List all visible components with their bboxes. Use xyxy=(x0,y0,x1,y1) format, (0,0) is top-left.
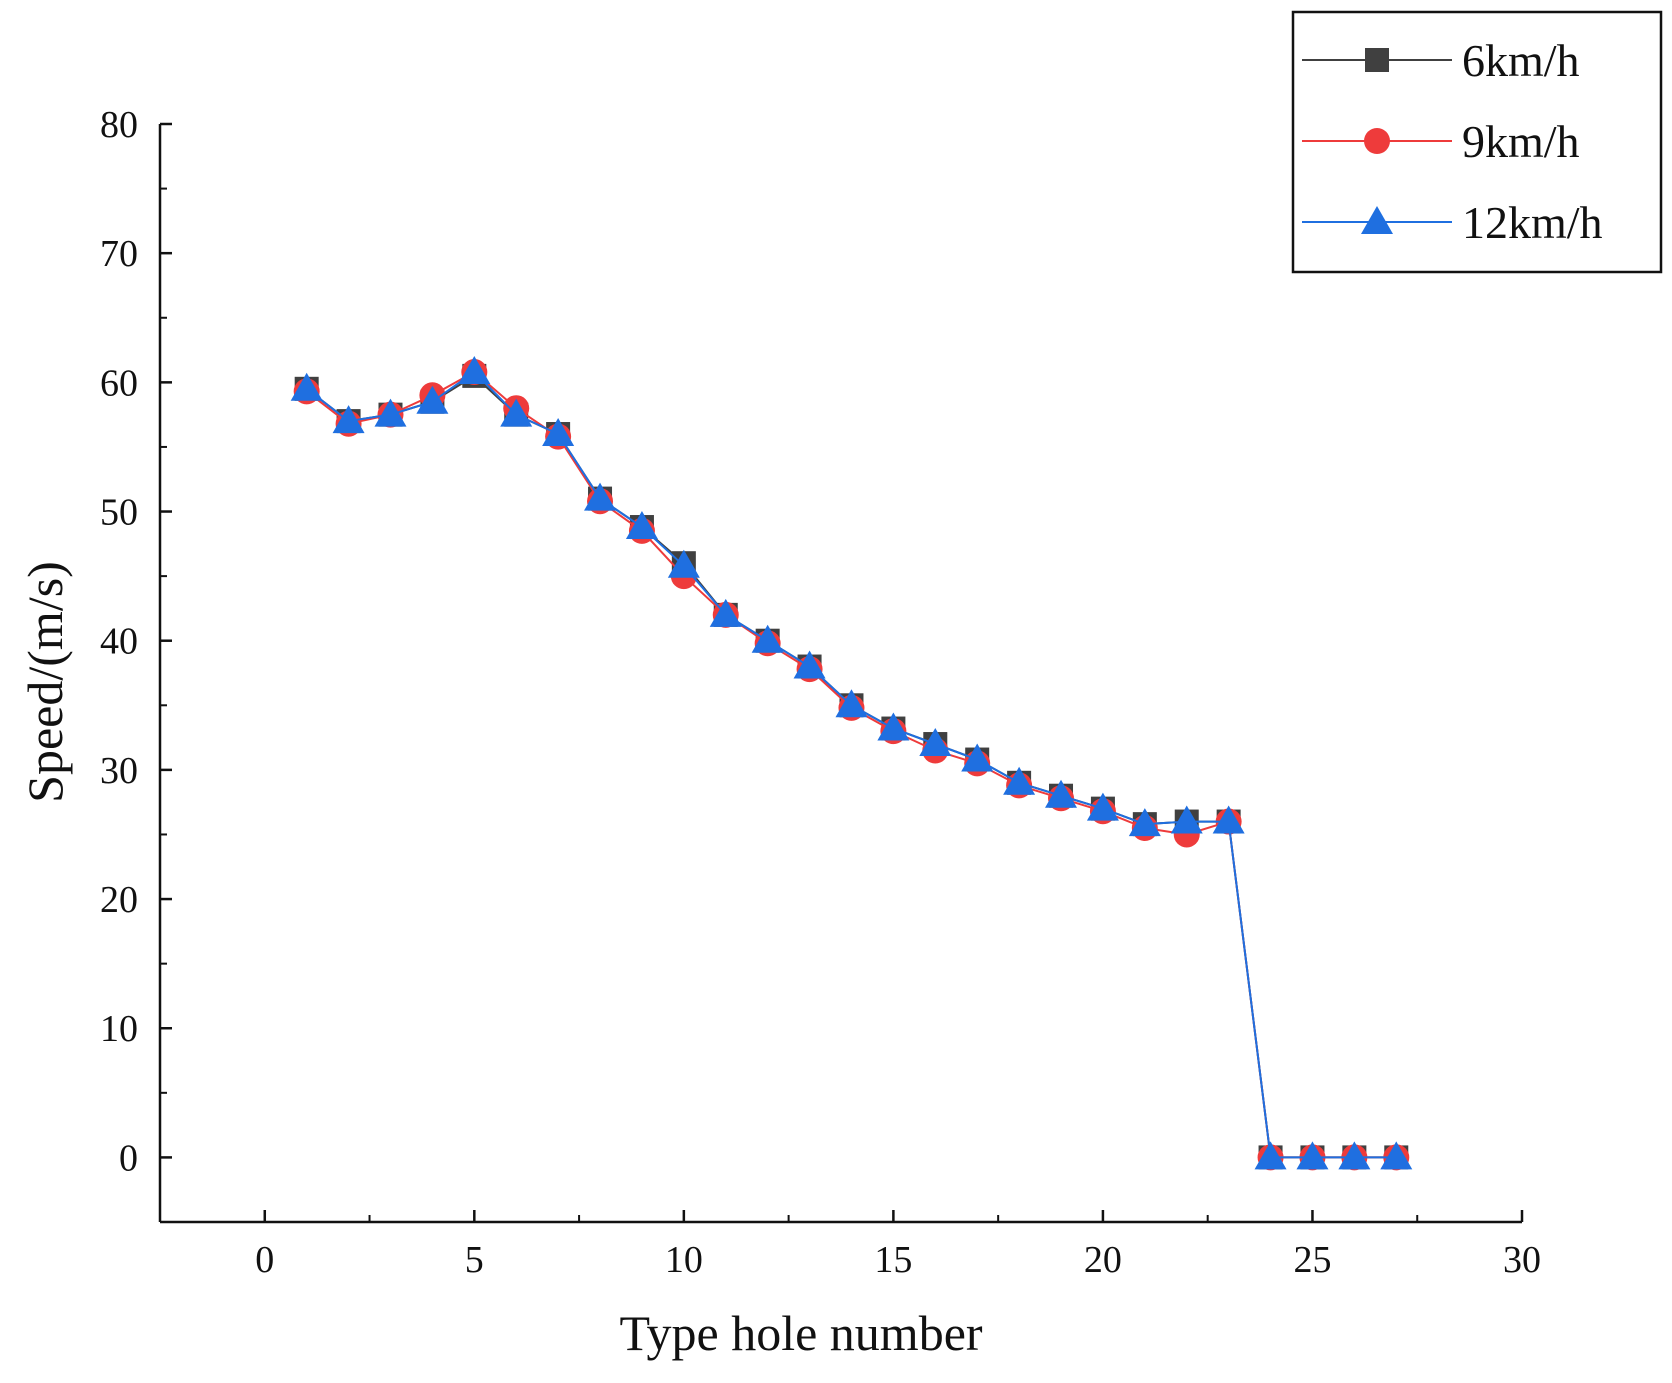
legend-item: 12km/h xyxy=(1302,197,1603,248)
x-tick-label: 15 xyxy=(874,1239,912,1281)
y-tick-label: 20 xyxy=(100,879,138,921)
series-layer xyxy=(290,356,1413,1171)
series-line xyxy=(306,374,1397,1159)
series-0 xyxy=(294,363,1409,1170)
data-point xyxy=(751,624,784,653)
data-point xyxy=(1338,1141,1371,1170)
y-tick-label: 70 xyxy=(100,233,138,275)
data-point xyxy=(709,598,742,627)
x-tick-label: 30 xyxy=(1503,1239,1541,1281)
series-line xyxy=(306,370,1397,1159)
legend-item: 6km/h xyxy=(1302,35,1580,86)
legend-label: 12km/h xyxy=(1462,197,1603,248)
data-point xyxy=(584,482,617,511)
data-point xyxy=(961,743,994,772)
x-tick-label: 5 xyxy=(465,1239,484,1281)
legend-marker xyxy=(1361,206,1393,234)
y-tick-label: 10 xyxy=(100,1008,138,1050)
legend-item: 9km/h xyxy=(1302,116,1580,167)
data-point xyxy=(416,385,449,414)
data-point xyxy=(877,712,910,741)
x-tick-label: 10 xyxy=(665,1239,703,1281)
series-1 xyxy=(293,359,1410,1171)
data-point xyxy=(332,405,365,434)
data-point xyxy=(1128,808,1161,837)
data-point xyxy=(1296,1141,1329,1170)
data-point xyxy=(1212,805,1245,834)
data-point xyxy=(1380,1141,1413,1170)
data-point xyxy=(793,650,826,679)
data-point xyxy=(835,689,868,718)
y-tick-label: 50 xyxy=(100,492,138,534)
legend-label: 9km/h xyxy=(1462,116,1580,167)
data-point xyxy=(500,398,533,427)
data-point xyxy=(374,398,407,427)
y-axis-title: Speed/(m/s) xyxy=(17,561,73,803)
y-tick-label: 30 xyxy=(100,750,138,792)
y-tick-label: 0 xyxy=(119,1137,138,1179)
data-point xyxy=(1045,779,1078,808)
legend-marker xyxy=(1364,128,1390,154)
data-point xyxy=(625,511,658,540)
legend: 6km/h 9km/h 12km/h xyxy=(1291,10,1663,274)
data-point xyxy=(1170,805,1203,834)
y-tick-label: 40 xyxy=(100,621,138,663)
data-point xyxy=(458,356,491,385)
x-tick-label: 0 xyxy=(255,1239,274,1281)
y-tick-label: 80 xyxy=(100,104,138,146)
data-point xyxy=(1254,1141,1287,1170)
series-2 xyxy=(290,356,1413,1170)
x-tick-label: 25 xyxy=(1293,1239,1331,1281)
y-tick-label: 60 xyxy=(100,362,138,404)
x-axis-title: Type hole number xyxy=(619,1305,982,1361)
legend-label: 6km/h xyxy=(1462,35,1580,86)
series-line xyxy=(306,370,1397,1159)
data-point xyxy=(290,372,323,401)
legend-marker xyxy=(1365,48,1389,72)
data-point xyxy=(667,549,700,578)
data-point xyxy=(542,418,575,447)
axes: 0 10 20 30 40 50 60 70 80 0 5 10 15 20 25 30 xyxy=(100,104,1541,1281)
data-point xyxy=(1003,766,1036,795)
data-point xyxy=(1086,792,1119,821)
x-tick-label: 20 xyxy=(1084,1239,1122,1281)
data-point xyxy=(919,728,952,757)
